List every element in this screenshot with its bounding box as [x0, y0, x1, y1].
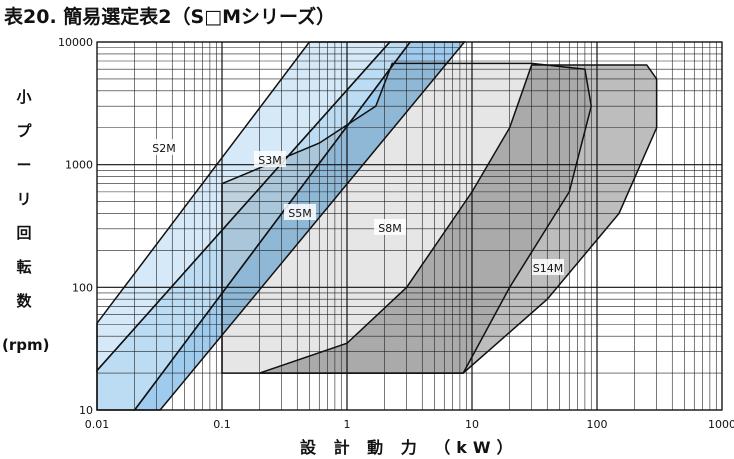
region-outline — [259, 64, 658, 374]
plot-frame — [96, 41, 723, 411]
y-axis-unit: (rpm) — [2, 336, 50, 354]
label-bg — [374, 219, 406, 235]
chart-title: 表20. 簡易選定表2（S□Mシリーズ） — [4, 6, 336, 28]
region-outline — [221, 62, 593, 374]
label-bg — [254, 151, 286, 167]
region-label: S3M — [258, 154, 281, 167]
y-axis-label: 小プーリ回転数 — [16, 88, 32, 310]
label-bg — [148, 139, 180, 155]
region-label: S2M — [152, 142, 175, 155]
x-tick-label: 1 — [344, 418, 351, 431]
region-label: S5M — [288, 207, 311, 220]
x-tick-label: 0.01 — [85, 418, 110, 431]
x-tick-label: 10 — [465, 418, 479, 431]
x-tick-label: 1000 — [708, 418, 734, 431]
y-tick-label: 10000 — [58, 36, 93, 49]
label-bg — [284, 204, 316, 220]
region-label: S8M — [378, 222, 401, 235]
region — [259, 64, 657, 374]
y-tick-label: 100 — [72, 281, 93, 294]
y-tick-label: 1000 — [65, 159, 93, 172]
y-tick-label: 10 — [79, 404, 93, 417]
x-axis-label: 設 計 動 力 （kW） — [300, 438, 519, 457]
label-bg — [532, 259, 564, 275]
region-label: S14M — [533, 262, 563, 275]
x-tick-label: 0.1 — [213, 418, 231, 431]
x-tick-label: 100 — [587, 418, 608, 431]
